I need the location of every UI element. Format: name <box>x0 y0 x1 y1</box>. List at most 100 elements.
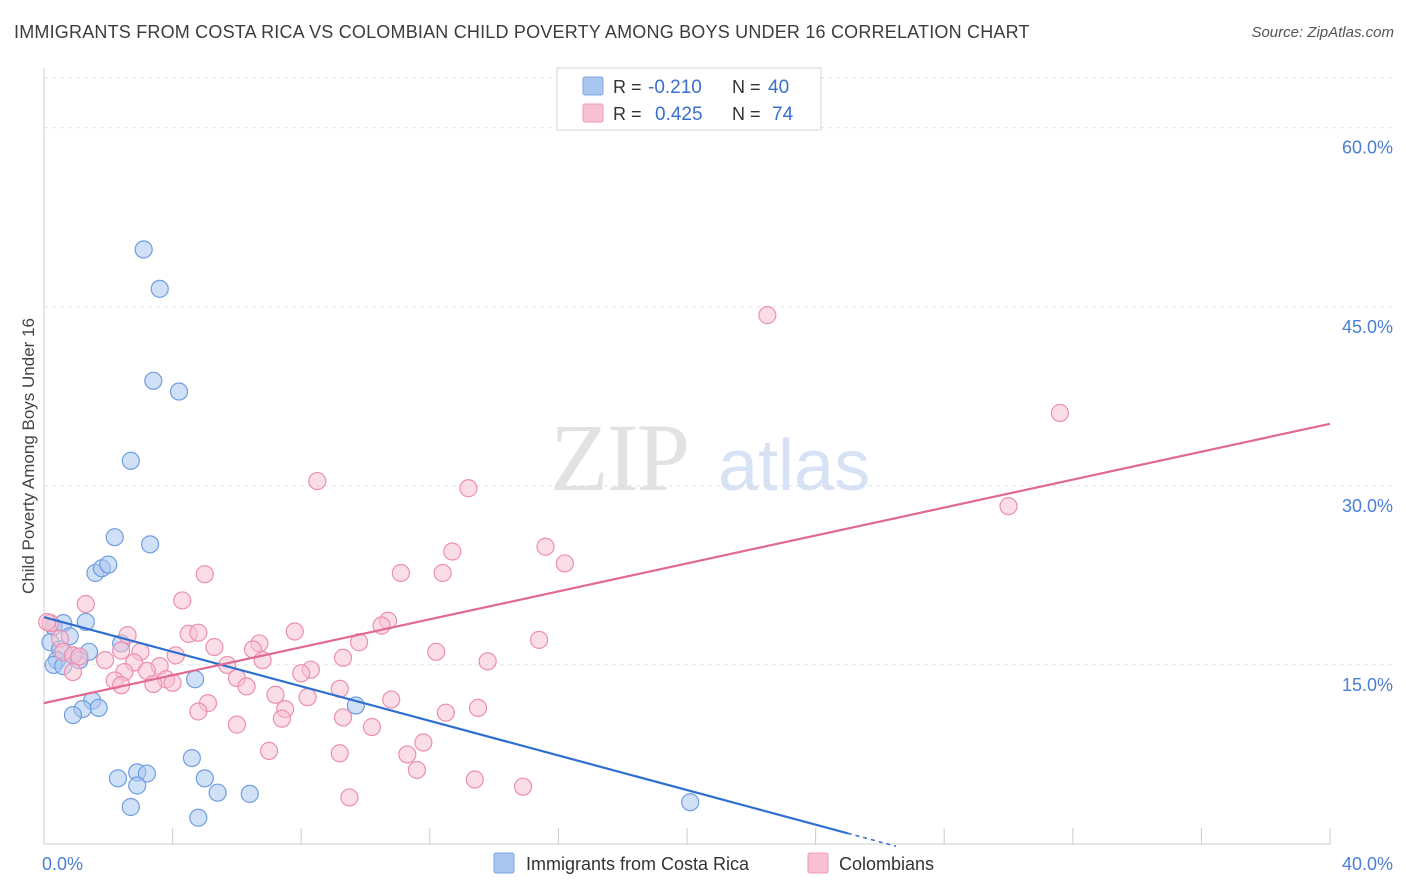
scatter-point <box>681 793 700 812</box>
scatter-point <box>189 623 208 642</box>
trend-line <box>43 422 1331 705</box>
scatter-point <box>186 670 205 689</box>
scatter-point <box>414 733 433 752</box>
scatter-point <box>89 698 108 718</box>
scatter-point <box>237 677 256 696</box>
scatter-point <box>205 637 224 657</box>
scatter-point <box>333 648 353 667</box>
bottom-legend-label-costa-rica: Immigrants from Costa Rica <box>526 854 750 874</box>
scatter-point <box>298 688 317 707</box>
scatter-point <box>128 776 147 795</box>
scatter-point <box>227 715 246 734</box>
scatter-point <box>758 306 777 325</box>
scatter-point <box>169 382 189 401</box>
watermark: ZIP atlas <box>550 404 870 511</box>
scatter-point <box>266 685 285 704</box>
bottom-legend-label-colombians: Colombians <box>839 854 934 874</box>
y-tick-label: 60.0% <box>1342 138 1393 158</box>
x-tick-label: 40.0% <box>1342 854 1393 874</box>
scatter-point <box>63 662 83 682</box>
scatter-point <box>63 705 83 725</box>
scatter-point <box>121 451 140 470</box>
scatter-point <box>398 745 417 764</box>
bottom-legend-swatch-colombians <box>807 852 829 874</box>
source-label: Source: ZipAtlas.com <box>1251 24 1394 41</box>
scatter-point <box>166 646 185 665</box>
scatter-point <box>108 769 128 788</box>
scatter-point <box>173 591 192 610</box>
scatter-point <box>112 641 131 660</box>
scatter-point <box>391 563 410 583</box>
scatter-point <box>259 741 279 760</box>
scatter-point <box>150 279 169 298</box>
legend-r-value-costa-rica: -0.210 <box>648 77 702 98</box>
scatter-point <box>330 744 349 763</box>
legend-swatch-costa-rica <box>582 76 604 96</box>
data-points <box>38 240 1070 827</box>
legend-r-label: R = <box>613 104 642 124</box>
legend-n-value-costa-rica: 40 <box>768 77 789 98</box>
scatter-point <box>272 709 292 728</box>
y-tick-labels: 15.0% 30.0% 45.0% 60.0% <box>1342 138 1393 695</box>
legend-r-label: R = <box>613 77 642 97</box>
scatter-point <box>1050 403 1070 423</box>
y-axis-label: Child Poverty Among Boys Under 16 <box>19 318 38 594</box>
scatter-point <box>465 770 484 789</box>
scatter-point <box>308 471 327 491</box>
scatter-point <box>208 783 227 802</box>
scatter-point <box>382 690 401 709</box>
scatter-point <box>240 784 259 803</box>
watermark-zip: ZIP <box>550 404 688 511</box>
watermark-atlas: atlas <box>718 426 870 506</box>
scatter-point <box>137 764 156 783</box>
scatter-point <box>427 642 446 661</box>
series-costa-rica <box>41 240 700 827</box>
scatter-point <box>189 702 208 721</box>
scatter-point <box>105 528 124 547</box>
scatter-point <box>189 808 208 827</box>
scatter-point <box>38 612 57 632</box>
legend-n-label: N = <box>732 77 761 97</box>
axes <box>43 68 1330 845</box>
bottom-legend: Immigrants from Costa Rica Colombians <box>493 852 934 874</box>
scatter-point <box>95 651 115 670</box>
scatter-point <box>362 717 382 737</box>
y-tick-label: 15.0% <box>1342 675 1393 695</box>
scatter-point <box>513 777 533 796</box>
y-tick-label: 45.0% <box>1342 317 1393 337</box>
scatter-point <box>340 788 359 807</box>
legend-r-value-colombians: 0.425 <box>655 104 703 125</box>
chart-title: IMMIGRANTS FROM COSTA RICA VS COLOMBIAN … <box>14 22 1030 42</box>
scatter-point <box>195 565 214 584</box>
legend-box: R = -0.210 N = 40 R = 0.425 N = 74 <box>556 67 822 131</box>
scatter-point <box>468 698 488 718</box>
scatter-point <box>140 535 160 554</box>
trend-lines <box>43 422 1331 847</box>
scatter-point <box>144 371 163 390</box>
trend-line-extension <box>847 832 897 847</box>
scatter-point <box>433 563 452 583</box>
scatter-point <box>536 537 555 556</box>
scatter-point <box>478 652 497 671</box>
scatter-point <box>182 748 201 768</box>
scatter-point <box>407 760 427 780</box>
trend-line <box>43 616 849 835</box>
scatter-point <box>443 542 462 561</box>
scatter-point <box>555 554 574 573</box>
scatter-point <box>76 594 95 614</box>
scatter-point <box>195 769 214 788</box>
scatter-point <box>292 664 311 683</box>
series-colombians <box>38 306 1070 807</box>
scatter-point <box>333 708 353 727</box>
scatter-point <box>70 647 89 666</box>
legend-n-label: N = <box>732 104 761 124</box>
scatter-point <box>99 555 118 574</box>
scatter-point <box>436 703 455 722</box>
bottom-legend-swatch-costa-rica <box>493 852 515 874</box>
x-tick-label: 0.0% <box>42 854 83 874</box>
legend-swatch-colombians <box>582 103 604 123</box>
scatter-point <box>530 630 549 649</box>
scatter-point <box>121 797 140 817</box>
scatter-point <box>459 479 478 498</box>
